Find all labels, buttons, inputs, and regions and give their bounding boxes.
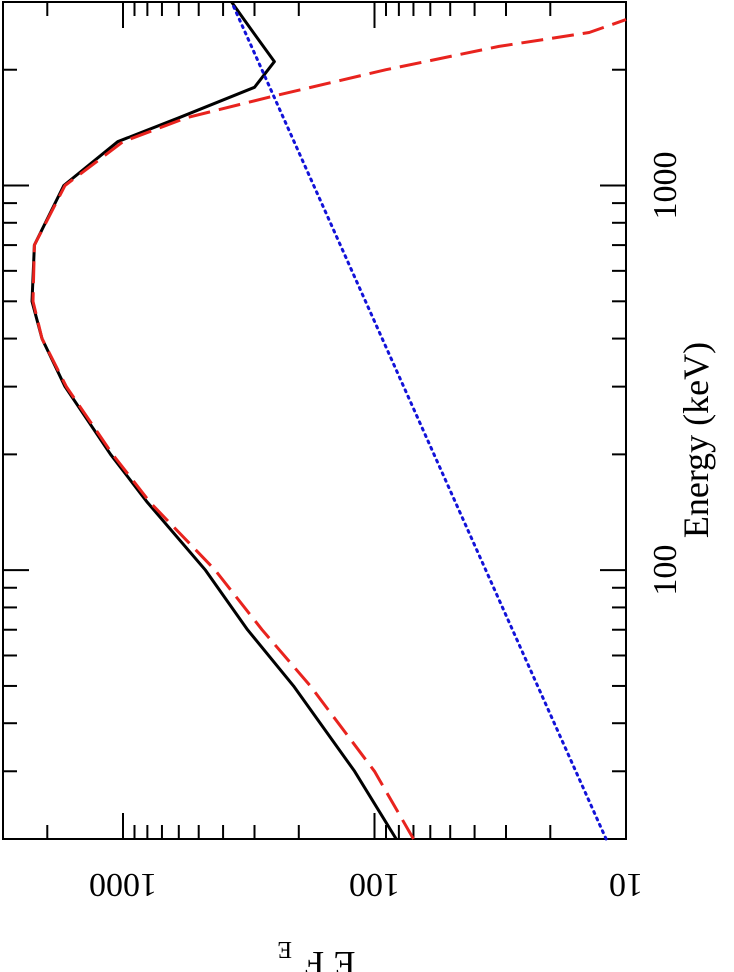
x-tick-label: 1000 [647,152,684,220]
y-tick-label: 1000 [89,866,157,903]
tick-labels: 100 1000 10 100 1000 [89,152,684,903]
x-axis-label: Energy (keV) [676,342,716,538]
series-group [30,0,627,841]
y-tick-label: 100 [349,866,400,903]
x-tick-label: 100 [647,545,684,596]
y-axis-label: E F [304,944,355,972]
tick-marks [2,1,627,840]
y-axis-label-subscript: E [277,936,292,962]
plot-frame [2,1,627,840]
y-tick-label: 10 [609,866,643,903]
series-line-dotted [230,0,608,841]
series-line-solid [30,1,398,840]
series-line-dashed [31,18,627,840]
y-axis-label-group: E F E [277,936,355,972]
